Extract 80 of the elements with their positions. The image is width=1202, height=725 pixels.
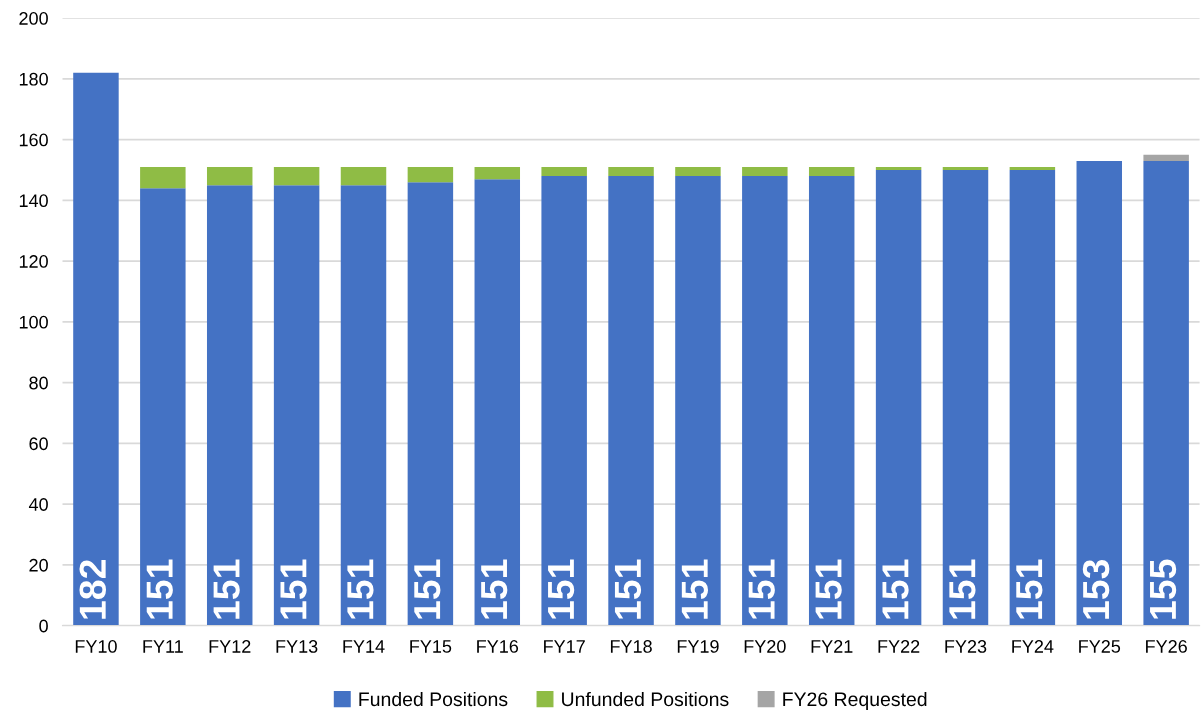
x-tick-label: FY19 <box>677 640 719 653</box>
x-tick-label: FY22 <box>878 640 920 653</box>
total-label: 153 <box>1082 559 1110 619</box>
bar <box>340 185 387 626</box>
y-tick-label: 100 <box>19 315 48 329</box>
x-tick-label: FY12 <box>209 640 251 653</box>
bar <box>1076 160 1123 626</box>
total-label: 151 <box>146 559 173 619</box>
x-tick-label: FY26 <box>1146 640 1187 653</box>
y-tick-label: 20 <box>29 558 48 572</box>
bar <box>1009 166 1056 171</box>
bar <box>1009 170 1056 626</box>
bar <box>474 179 521 626</box>
x-tick-label: FY15 <box>410 640 452 653</box>
bar <box>942 170 989 626</box>
legend-label: FY26 Requested <box>783 691 927 711</box>
x-tick-label: FY21 <box>811 640 853 653</box>
bar <box>1143 160 1189 626</box>
y-tick-label: 160 <box>19 133 48 147</box>
bar <box>541 166 587 177</box>
legend-label: Unfunded Positions <box>562 691 729 707</box>
bar <box>73 72 119 626</box>
bar <box>808 166 855 177</box>
y-tick-label: 40 <box>28 498 48 511</box>
total-label: 151 <box>815 559 842 619</box>
bar <box>742 166 788 177</box>
total-label: 151 <box>414 559 441 619</box>
total-label: 151 <box>481 559 508 619</box>
bar <box>675 176 721 626</box>
bar <box>140 166 186 189</box>
bar <box>407 166 454 183</box>
bar <box>808 176 855 626</box>
total-label: 151 <box>681 559 708 619</box>
bar <box>206 185 253 626</box>
bar <box>474 166 521 180</box>
y-tick-label: 140 <box>19 194 48 208</box>
x-tick-label: FY25 <box>1079 640 1121 653</box>
total-label: 155 <box>1150 559 1177 619</box>
legend-label: Funded Positions <box>359 691 508 707</box>
y-tick-label: 0 <box>39 619 48 633</box>
bar <box>541 176 587 626</box>
y-tick-label: 80 <box>29 376 48 390</box>
bar <box>273 166 320 186</box>
bar <box>675 166 721 177</box>
bar <box>608 166 654 177</box>
x-tick-label: FY11 <box>143 640 183 653</box>
bar <box>875 166 922 171</box>
x-tick-label: FY17 <box>544 640 585 653</box>
total-label: 182 <box>79 560 107 619</box>
x-tick-label: FY14 <box>343 640 385 653</box>
bar <box>407 182 454 626</box>
total-label: 151 <box>1016 559 1043 619</box>
total-label: 151 <box>949 559 976 619</box>
x-tick-label: FY13 <box>276 640 318 653</box>
bar <box>742 176 788 626</box>
total-label: 151 <box>213 559 240 619</box>
bar <box>608 176 654 626</box>
total-label: 151 <box>614 559 642 619</box>
bar <box>273 185 320 626</box>
total-label: 151 <box>280 559 307 619</box>
x-tick-label: FY10 <box>75 640 117 653</box>
x-tick-label: FY24 <box>1012 640 1054 653</box>
bar <box>140 188 186 626</box>
x-tick-label: FY23 <box>945 640 987 653</box>
bar <box>340 166 387 186</box>
y-tick-label: 180 <box>19 72 48 86</box>
total-label: 151 <box>882 559 909 619</box>
total-label: 151 <box>548 559 575 619</box>
total-label: 151 <box>748 559 775 619</box>
x-tick-label: FY16 <box>477 640 519 653</box>
bar <box>1143 154 1189 161</box>
total-label: 151 <box>347 559 374 619</box>
bar <box>875 170 922 626</box>
y-tick-label: 200 <box>19 12 48 25</box>
bar <box>206 166 253 186</box>
bar <box>942 166 989 171</box>
x-tick-label: FY20 <box>744 640 786 653</box>
y-tick-label: 120 <box>19 255 48 268</box>
y-tick-label: 60 <box>29 437 48 451</box>
x-tick-label: FY18 <box>610 640 652 653</box>
